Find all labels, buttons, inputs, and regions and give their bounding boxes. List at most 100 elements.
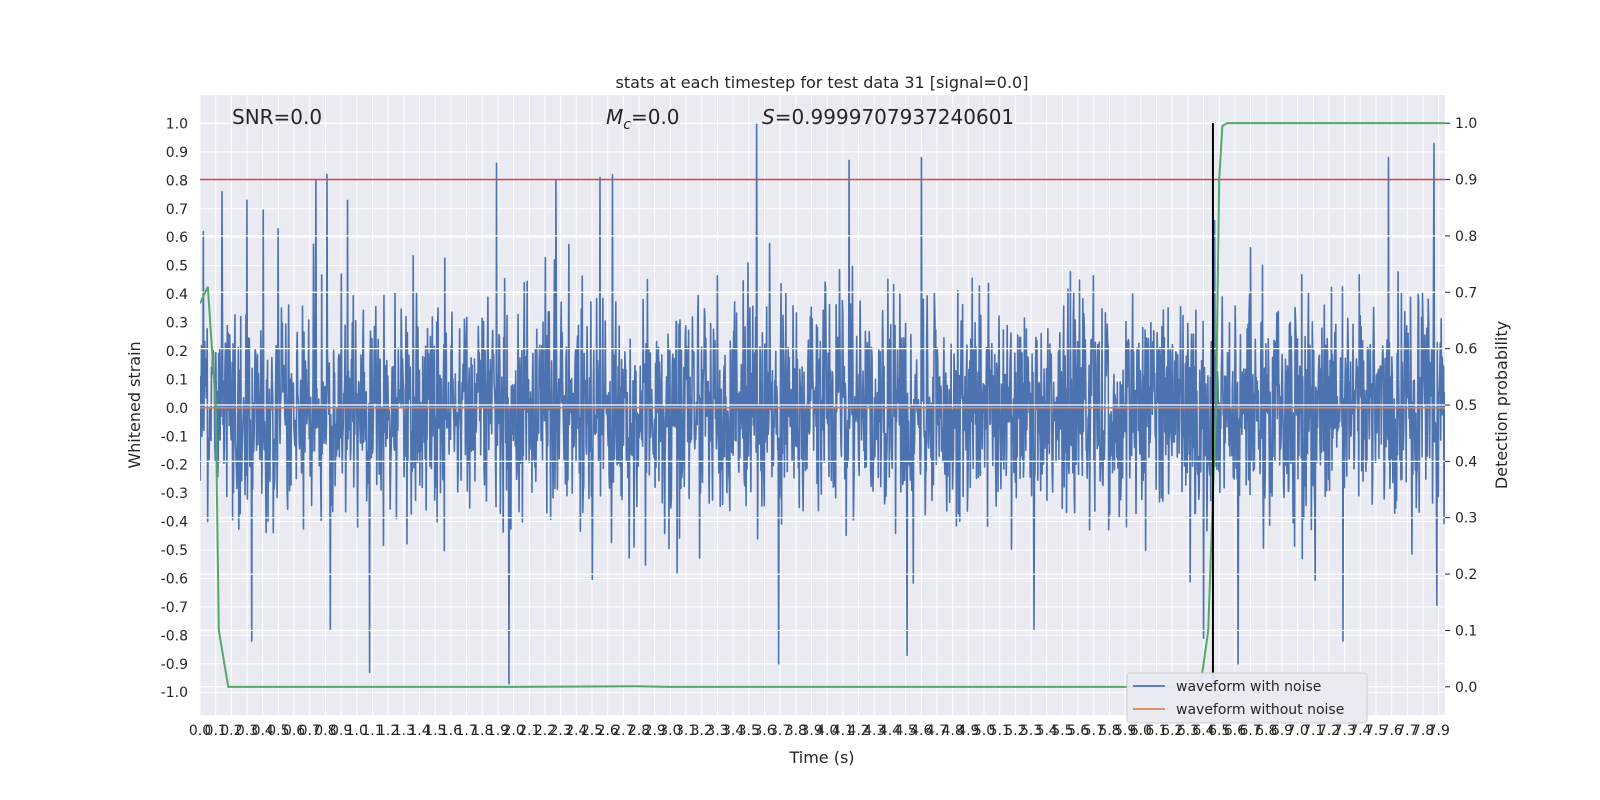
x-tick-label: 1.1: [361, 723, 383, 739]
y-tick-label: 0.7: [166, 202, 188, 218]
y-tick-label: -0.8: [161, 628, 188, 644]
y2-tick-label: 0.5: [1455, 398, 1477, 414]
x-tick-label: 1.6: [440, 723, 462, 739]
y-axis-ticks: 1.0 0.9 0.8 0.7 0.6 0.5 0.4 0.3 0.2 0.1 0.0 -0.1 -0.…: [161, 116, 188, 701]
x-tick-label: 0.2: [220, 723, 242, 739]
x-tick-label: 3.8: [785, 723, 807, 739]
y2-axis-label: Detection probability: [1492, 321, 1511, 489]
x-tick-label: 1.0: [346, 723, 368, 739]
x-tick-label: 7.4: [1349, 723, 1371, 739]
y-tick-label: -0.1: [161, 429, 188, 445]
x-axis-label: Time (s): [788, 748, 854, 767]
x-tick-label: 3.4: [722, 723, 744, 739]
x-tick-label: 4.8: [942, 723, 964, 739]
x-tick-label: 4.4: [879, 723, 901, 739]
x-tick-label: 2.4: [565, 723, 587, 739]
x-tick-label: 5.7: [1083, 723, 1105, 739]
x-tick-label: 4.7: [926, 723, 948, 739]
x-tick-label: 6.0: [1130, 723, 1152, 739]
x-tick-label: 5.6: [1067, 723, 1089, 739]
x-axis-ticks: 0.00.10.20.30.40.50.60.70.80.91.01.11.21…: [189, 723, 1450, 739]
x-tick-label: 7.2: [1318, 723, 1340, 739]
x-tick-label: 7.9: [1428, 723, 1450, 739]
y-tick-label: -0.7: [161, 600, 188, 616]
series-detection-probability: [200, 122, 1445, 688]
x-tick-label: 4.9: [957, 723, 979, 739]
y2-tick-label: 0.1: [1455, 623, 1477, 639]
y-tick-label: -1.0: [161, 685, 188, 701]
x-tick-label: 7.6: [1381, 723, 1403, 739]
y2-tick-label: 0.3: [1455, 511, 1477, 527]
y2-axis-ticks: 0.0 0.1 0.2 0.3 0.4 0.5 0.6 0.7 0.8 0.9 1.0: [1445, 116, 1477, 696]
x-tick-label: 0.1: [205, 723, 227, 739]
x-tick-label: 5.5: [1051, 723, 1073, 739]
x-tick-label: 6.7: [1239, 723, 1261, 739]
x-tick-label: 7.7: [1396, 723, 1418, 739]
x-tick-label: 3.0: [659, 723, 681, 739]
x-tick-label: 7.1: [1302, 723, 1324, 739]
x-tick-label: 5.2: [1004, 723, 1026, 739]
x-tick-label: 4.5: [894, 723, 916, 739]
y2-tick-label: 0.0: [1455, 680, 1477, 696]
x-tick-label: 2.1: [518, 723, 540, 739]
y2-tick-label: 0.9: [1455, 173, 1477, 189]
x-tick-label: 5.0: [973, 723, 995, 739]
x-tick-label: 4.2: [847, 723, 869, 739]
x-tick-label: 5.8: [1098, 723, 1120, 739]
y2-tick-label: 0.2: [1455, 567, 1477, 583]
y-axis-label: Whitened strain: [125, 341, 144, 468]
y-tick-label: 0.3: [166, 316, 188, 332]
annotation-3: S=0.9999707937240601: [762, 105, 1014, 129]
x-tick-label: 3.2: [691, 723, 713, 739]
series-waveform-with-noise: [200, 122, 1445, 685]
x-tick-label: 1.2: [377, 723, 399, 739]
y-tick-label: 0.6: [166, 230, 188, 246]
x-tick-label: 3.1: [675, 723, 697, 739]
x-tick-label: 1.3: [393, 723, 415, 739]
x-tick-label: 6.6: [1224, 723, 1246, 739]
x-tick-label: 7.3: [1334, 723, 1356, 739]
x-tick-label: 1.8: [471, 723, 493, 739]
x-tick-label: 5.3: [1020, 723, 1042, 739]
x-tick-label: 0.0: [189, 723, 211, 739]
x-tick-label: 3.5: [738, 723, 760, 739]
x-tick-label: 6.3: [1177, 723, 1199, 739]
y-tick-label: 0.9: [166, 145, 188, 161]
x-tick-label: 3.9: [800, 723, 822, 739]
x-tick-label: 7.8: [1412, 723, 1434, 739]
x-tick-label: 0.9: [330, 723, 352, 739]
x-tick-label: 2.8: [628, 723, 650, 739]
x-tick-label: 4.0: [816, 723, 838, 739]
annotation-1: SNR=0.0: [232, 105, 322, 129]
x-tick-label: 5.4: [1036, 723, 1058, 739]
x-tick-label: 2.3: [550, 723, 572, 739]
x-tick-label: 6.4: [1192, 723, 1214, 739]
x-tick-label: 3.6: [753, 723, 775, 739]
legend-box: [1126, 672, 1368, 724]
x-tick-label: 2.6: [597, 723, 619, 739]
y2-tick-label: 0.8: [1455, 229, 1477, 245]
x-tick-label: 6.9: [1271, 723, 1293, 739]
y-tick-label: 0.4: [166, 287, 188, 303]
x-tick-label: 5.9: [1114, 723, 1136, 739]
x-tick-label: 0.5: [267, 723, 289, 739]
y-tick-label: 0.5: [166, 259, 188, 275]
x-tick-label: 1.4: [408, 723, 430, 739]
x-tick-label: 3.7: [769, 723, 791, 739]
x-tick-label: 6.8: [1255, 723, 1277, 739]
x-tick-label: 4.3: [863, 723, 885, 739]
y-tick-label: -0.6: [161, 571, 188, 587]
y-tick-label: -0.5: [161, 543, 188, 559]
x-tick-label: 7.0: [1286, 723, 1308, 739]
x-tick-label: 0.7: [299, 723, 321, 739]
x-tick-label: 6.5: [1208, 723, 1230, 739]
x-tick-label: 0.3: [236, 723, 258, 739]
y-tick-label: 0.1: [166, 372, 188, 388]
annotation-2: Mc=0.0: [606, 105, 680, 133]
legend-entry: waveform with noise: [1176, 679, 1321, 695]
y2-tick-label: 0.7: [1455, 285, 1477, 301]
y2-tick-label: 0.4: [1455, 454, 1477, 470]
legend: waveform with noise waveform without nois…: [1126, 672, 1368, 724]
x-tick-label: 1.5: [424, 723, 446, 739]
x-tick-label: 4.6: [910, 723, 932, 739]
